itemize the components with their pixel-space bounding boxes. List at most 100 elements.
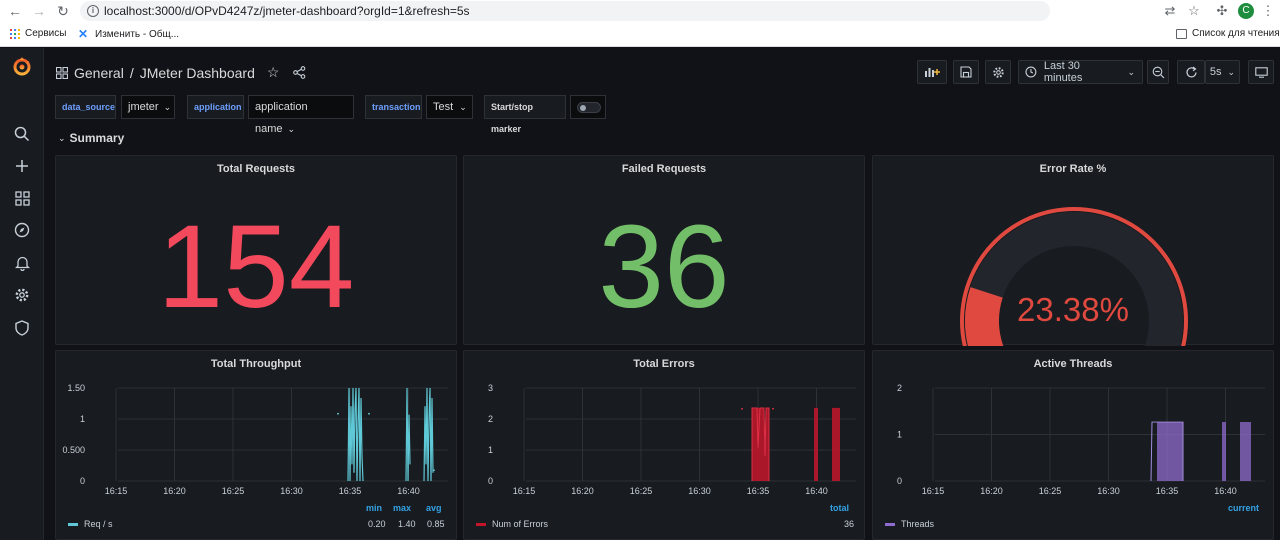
errors-chart: 0 1 2 3 16:15 16:20 16:25 16:30 16:35 16:40 bbox=[488, 383, 856, 496]
panel-active-threads[interactable]: Active Threads 0 1 2 16:15 16:20 16:25 16:30 16… bbox=[872, 350, 1274, 540]
address-bar[interactable]: i localhost:3000/d/OPvD4247z/jmeter-dash… bbox=[80, 1, 1050, 21]
bookmarks-bar: Сервисы ✕ Изменить - Общ... Список для ч… bbox=[0, 24, 1280, 46]
zoom-out-button[interactable] bbox=[1147, 60, 1169, 84]
y-tick-label: 2 bbox=[897, 383, 902, 393]
refresh-interval-picker[interactable]: 5s ⌄ bbox=[1205, 60, 1240, 84]
x-tick-label: 16:25 bbox=[630, 486, 653, 496]
explore-compass-icon[interactable] bbox=[12, 220, 32, 240]
browser-chrome: ← → ↻ i localhost:3000/d/OPvD4247z/jmete… bbox=[0, 0, 1280, 47]
settings-gear-icon bbox=[992, 66, 1004, 78]
x-tick-label: 16:20 bbox=[163, 486, 186, 496]
x-tick-label: 16:25 bbox=[1039, 486, 1062, 496]
tv-mode-button[interactable] bbox=[1248, 60, 1274, 84]
chart-series-threads bbox=[1150, 421, 1251, 482]
legend-swatch bbox=[885, 523, 895, 527]
panel-total-requests[interactable]: Total Requests 154 bbox=[55, 155, 457, 345]
y-tick-label: 1 bbox=[488, 445, 493, 455]
search-icon[interactable] bbox=[12, 124, 32, 144]
panel-error-rate[interactable]: Error Rate % 23.38% bbox=[872, 155, 1274, 346]
panel-failed-requests[interactable]: Failed Requests 36 bbox=[463, 155, 865, 345]
panel-total-errors[interactable]: Total Errors 0 1 2 3 16:15 16:20 16:25 16:30 16:… bbox=[463, 350, 865, 540]
start-stop-marker-toggle[interactable] bbox=[570, 95, 606, 119]
legend-header-max: max bbox=[393, 503, 412, 513]
back-icon[interactable]: ← bbox=[8, 3, 22, 19]
extensions-icon[interactable]: ✣ bbox=[1216, 3, 1228, 18]
share-icon[interactable] bbox=[293, 66, 306, 79]
gauge-fill bbox=[965, 287, 1004, 346]
variable-select-application[interactable]: application name ⌄ bbox=[248, 95, 354, 135]
legend-item-threads[interactable]: Threads bbox=[885, 519, 934, 529]
dashboard-settings-button[interactable] bbox=[985, 60, 1011, 84]
toggle-knob bbox=[580, 105, 586, 111]
dashboard-title[interactable]: JMeter Dashboard bbox=[139, 64, 255, 81]
chevron-down-icon: ⌄ bbox=[163, 102, 172, 112]
alerting-bell-icon[interactable] bbox=[12, 253, 32, 273]
create-plus-icon[interactable] bbox=[12, 156, 32, 176]
legend-header-avg: avg bbox=[426, 503, 442, 513]
grafana-logo-icon[interactable] bbox=[12, 56, 32, 76]
panel-total-throughput[interactable]: Total Throughput 0 0.500 1 1.50 16:15 16:20 16… bbox=[55, 350, 457, 540]
refresh-button[interactable] bbox=[1177, 60, 1205, 84]
gauge-value: 23.38% bbox=[1017, 291, 1129, 328]
browser-toolbar: ← → ↻ i localhost:3000/d/OPvD4247z/jmete… bbox=[0, 0, 1280, 23]
legend-item-num-of-errors[interactable]: Num of Errors bbox=[476, 519, 548, 529]
variable-select-data-source[interactable]: jmeter ⌄ bbox=[121, 95, 175, 119]
row-header-summary[interactable]: ⌄ Summary bbox=[58, 131, 124, 145]
x-tick-label: 16:30 bbox=[1097, 486, 1120, 496]
bookmark-services[interactable]: Сервисы bbox=[10, 28, 66, 39]
reading-list-label: Список для чтения bbox=[1192, 28, 1280, 39]
y-tick-label: 2 bbox=[488, 414, 493, 424]
chart-grid: 0 1 2 3 16:15 16:20 16:25 16:30 16:35 16:40 bbox=[488, 383, 856, 496]
x-tick-label: 16:40 bbox=[1214, 486, 1237, 496]
chevron-down-icon: ⌄ bbox=[1127, 66, 1135, 77]
chart-series-num-of-errors bbox=[741, 407, 840, 482]
x-tick-label: 16:20 bbox=[980, 486, 1003, 496]
dashboard-topbar: General / JMeter Dashboard ☆ Last 30 min… bbox=[44, 48, 1280, 94]
threads-chart: 0 1 2 16:15 16:20 16:25 16:30 16:35 16:40 bbox=[897, 383, 1265, 496]
dashboards-icon[interactable] bbox=[12, 188, 32, 208]
apps-grid-icon bbox=[10, 28, 20, 39]
x-tick-label: 16:25 bbox=[222, 486, 245, 496]
legend-label: Num of Errors bbox=[492, 519, 549, 529]
time-picker-button[interactable]: Last 30 minutes ⌄ bbox=[1018, 60, 1143, 84]
bookmark-star-icon[interactable]: ☆ bbox=[1188, 3, 1200, 18]
refresh-icon bbox=[1185, 66, 1197, 77]
panel-title: Active Threads bbox=[1033, 358, 1113, 370]
legend-item-req-per-s[interactable]: Req / s bbox=[68, 519, 113, 529]
favorite-star-icon[interactable]: ☆ bbox=[266, 64, 280, 80]
info-icon[interactable]: i bbox=[87, 5, 99, 17]
y-tick-label: 3 bbox=[488, 383, 493, 393]
save-dashboard-button[interactable] bbox=[953, 60, 979, 84]
profile-avatar[interactable]: C bbox=[1238, 3, 1254, 19]
browser-menu-icon[interactable]: ⋮ bbox=[1261, 3, 1275, 18]
bookmark-confluence[interactable]: ✕ Изменить - Общ... bbox=[78, 28, 179, 40]
zoom-out-icon bbox=[1152, 66, 1164, 78]
time-range-label: Last 30 minutes bbox=[1043, 60, 1083, 84]
x-tick-label: 16:40 bbox=[805, 486, 828, 496]
y-tick-label: 0 bbox=[488, 476, 493, 486]
forward-icon[interactable]: → bbox=[32, 3, 46, 19]
legend-header-current: current bbox=[1228, 503, 1260, 513]
breadcrumb-separator: / bbox=[129, 64, 134, 81]
chevron-down-icon: ⌄ bbox=[459, 102, 467, 112]
panel-title: Total Requests bbox=[216, 163, 296, 175]
gauge-chart bbox=[960, 207, 1188, 346]
configuration-gear-icon[interactable] bbox=[12, 285, 32, 305]
reading-list[interactable]: Список для чтения bbox=[1176, 28, 1280, 39]
gauge-track bbox=[965, 212, 1183, 346]
add-panel-button[interactable] bbox=[917, 60, 947, 84]
x-tick-label: 16:40 bbox=[397, 486, 420, 496]
panel-title: Total Errors bbox=[633, 358, 695, 370]
x-tick-label: 16:30 bbox=[280, 486, 303, 496]
variable-label-application: application bbox=[187, 95, 244, 119]
reload-icon[interactable]: ↻ bbox=[57, 3, 69, 19]
breadcrumb-folder[interactable]: General bbox=[74, 64, 124, 81]
url-text[interactable]: localhost:3000/d/OPvD4247z/jmeter-dashbo… bbox=[104, 4, 470, 18]
x-tick-label: 16:20 bbox=[571, 486, 594, 496]
clock-icon bbox=[1025, 66, 1037, 78]
y-tick-label: 1 bbox=[80, 414, 85, 424]
variable-select-transaction[interactable]: Test ⌄ bbox=[426, 95, 473, 119]
variable-value: jmeter bbox=[128, 101, 159, 113]
server-admin-shield-icon[interactable] bbox=[12, 318, 32, 338]
translate-icon[interactable]: ⇄ bbox=[1164, 3, 1176, 18]
